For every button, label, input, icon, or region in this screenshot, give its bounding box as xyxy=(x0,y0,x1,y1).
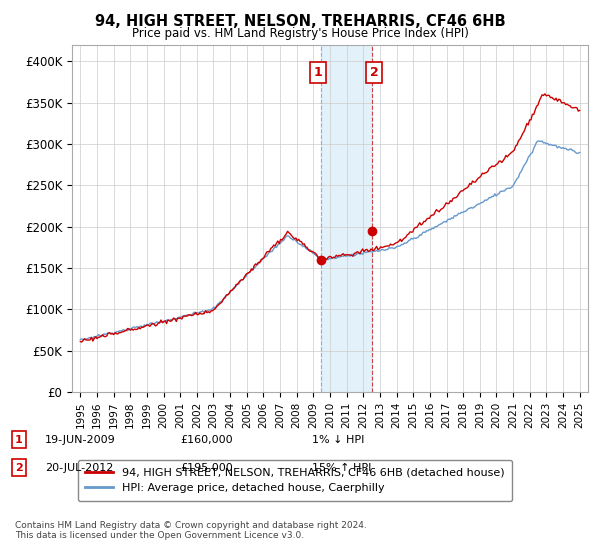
Legend: 94, HIGH STREET, NELSON, TREHARRIS, CF46 6HB (detached house), HPI: Average pric: 94, HIGH STREET, NELSON, TREHARRIS, CF46… xyxy=(77,460,512,501)
Text: 1: 1 xyxy=(15,435,23,445)
Bar xyxy=(321,45,373,392)
Text: 2: 2 xyxy=(370,66,379,79)
Text: 94, HIGH STREET, NELSON, TREHARRIS, CF46 6HB: 94, HIGH STREET, NELSON, TREHARRIS, CF46… xyxy=(95,14,505,29)
Text: 1% ↓ HPI: 1% ↓ HPI xyxy=(312,435,364,445)
Text: Price paid vs. HM Land Registry's House Price Index (HPI): Price paid vs. HM Land Registry's House … xyxy=(131,27,469,40)
Text: Contains HM Land Registry data © Crown copyright and database right 2024.
This d: Contains HM Land Registry data © Crown c… xyxy=(15,521,367,540)
Text: 20-JUL-2012: 20-JUL-2012 xyxy=(45,463,113,473)
Text: £160,000: £160,000 xyxy=(180,435,233,445)
Text: 19-JUN-2009: 19-JUN-2009 xyxy=(45,435,116,445)
Text: 1: 1 xyxy=(313,66,322,79)
Text: 15% ↑ HPI: 15% ↑ HPI xyxy=(312,463,371,473)
Text: 2: 2 xyxy=(15,463,23,473)
Text: £195,000: £195,000 xyxy=(180,463,233,473)
